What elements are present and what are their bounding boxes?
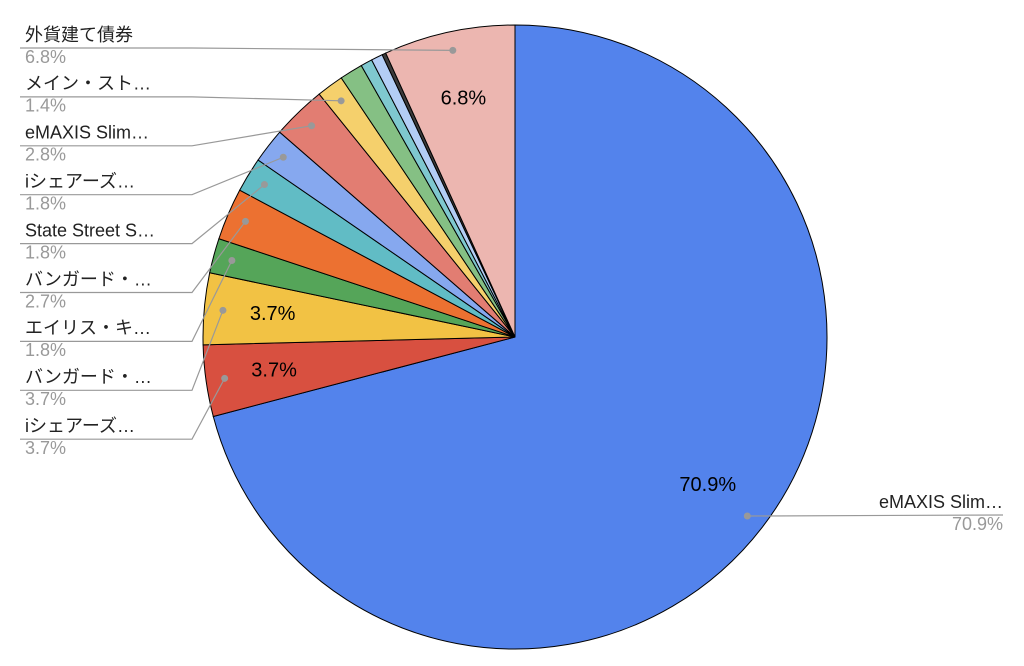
callout-dot (221, 374, 229, 382)
callout-dot (279, 153, 287, 161)
pie-slice (212, 24, 828, 650)
legend-label: eMAXIS Slim… (25, 123, 149, 143)
callout-dot (308, 122, 316, 130)
slice-label: 3.7% (251, 360, 297, 382)
callout-line (20, 184, 265, 245)
legend-value: 6.8% (25, 47, 66, 67)
callout-line (20, 96, 342, 102)
slice-label: 3.7% (250, 303, 296, 325)
legend-value: 1.8% (25, 242, 66, 262)
legend-value: 70.9% (952, 514, 1003, 534)
legend-label: バンガード・… (25, 367, 152, 387)
legend-label: 外貨建て債券 (25, 25, 133, 45)
legend-value: 1.4% (25, 96, 66, 116)
legend-label: iシェアーズ… (25, 171, 135, 191)
legend-value: 3.7% (25, 389, 66, 409)
callout-dot (219, 306, 227, 314)
slice-label: 70.9% (679, 474, 736, 496)
callout-dot (228, 257, 236, 265)
callout-dot (337, 97, 345, 105)
callout-line (747, 514, 1004, 517)
legend-value: 1.8% (25, 193, 66, 213)
legend-value: 3.7% (25, 438, 66, 458)
legend-value: 2.8% (25, 145, 66, 165)
legend-label: メイン・スト… (25, 74, 151, 94)
callout-line (20, 156, 284, 196)
callout-dot (260, 181, 268, 189)
callout-line (20, 47, 453, 51)
legend-label: バンガード・… (25, 269, 152, 289)
legend-value: 2.7% (25, 291, 66, 311)
callout-dot (241, 217, 249, 225)
slice-label: 6.8% (441, 87, 487, 109)
callout-line (20, 260, 233, 342)
legend-label: iシェアーズ… (25, 416, 135, 436)
callout-line (20, 310, 224, 391)
callout-line (20, 125, 312, 147)
legend-value: 1.8% (25, 340, 66, 360)
callout-line (20, 378, 226, 440)
legend-label: eMAXIS Slim… (879, 492, 1003, 512)
legend-label: State Street S… (25, 220, 155, 240)
callout-line (20, 221, 246, 294)
legend-label: エイリス・キ… (25, 318, 151, 338)
callout-dot (743, 512, 751, 520)
callout-dot (449, 46, 457, 54)
pie-slice (385, 24, 516, 338)
